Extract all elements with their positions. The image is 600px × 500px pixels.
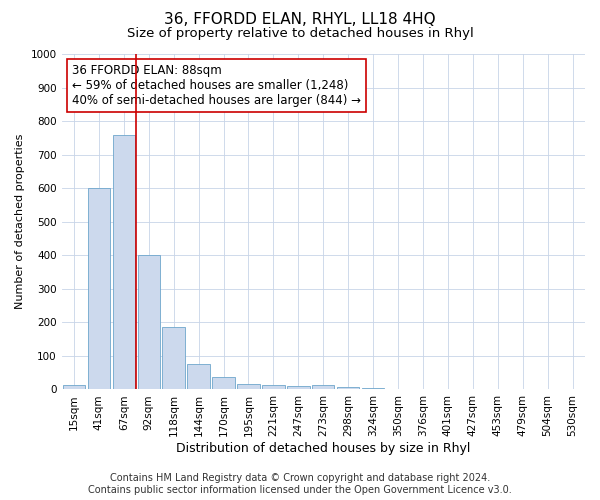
Bar [113, 134, 135, 390]
Bar [337, 387, 359, 390]
Bar [362, 388, 385, 390]
Text: 36, FFORDD ELAN, RHYL, LL18 4HQ: 36, FFORDD ELAN, RHYL, LL18 4HQ [164, 12, 436, 28]
X-axis label: Distribution of detached houses by size in Rhyl: Distribution of detached houses by size … [176, 442, 470, 455]
Bar [63, 386, 85, 390]
Text: 36 FFORDD ELAN: 88sqm
← 59% of detached houses are smaller (1,248)
40% of semi-d: 36 FFORDD ELAN: 88sqm ← 59% of detached … [72, 64, 361, 107]
Bar [187, 364, 210, 390]
Bar [237, 384, 260, 390]
Text: Size of property relative to detached houses in Rhyl: Size of property relative to detached ho… [127, 28, 473, 40]
Y-axis label: Number of detached properties: Number of detached properties [15, 134, 25, 310]
Bar [287, 386, 310, 390]
Bar [212, 377, 235, 390]
Bar [88, 188, 110, 390]
Bar [137, 256, 160, 390]
Bar [262, 385, 284, 390]
Text: Contains HM Land Registry data © Crown copyright and database right 2024.
Contai: Contains HM Land Registry data © Crown c… [88, 474, 512, 495]
Bar [312, 385, 334, 390]
Bar [163, 328, 185, 390]
